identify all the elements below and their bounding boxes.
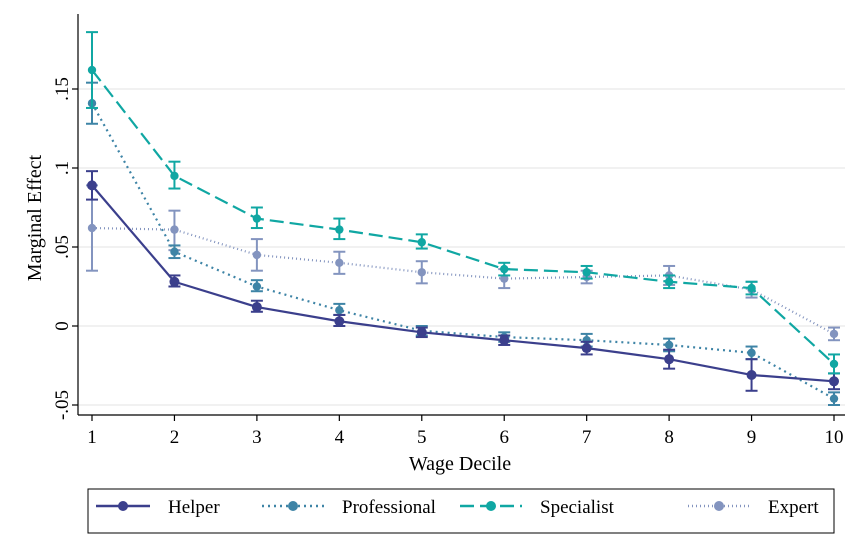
legend-item-helper: Helper xyxy=(96,497,220,518)
data-point xyxy=(416,327,427,338)
data-point xyxy=(170,247,179,256)
data-point xyxy=(334,316,345,327)
legend-label: Specialist xyxy=(540,497,615,518)
y-tick-label: .15 xyxy=(52,77,73,101)
data-point xyxy=(251,302,262,313)
data-point xyxy=(252,214,262,223)
x-tick-label: 5 xyxy=(417,427,427,448)
data-point xyxy=(747,283,756,293)
series-line-specialist xyxy=(91,69,835,365)
legend-swatch-marker xyxy=(118,501,128,511)
legend-swatch-marker xyxy=(714,501,724,511)
x-tick-label: 9 xyxy=(747,427,757,448)
x-tick-label: 2 xyxy=(170,427,180,448)
series-specialist xyxy=(86,31,840,375)
y-tick-label: .05 xyxy=(52,235,73,259)
series-helper xyxy=(86,170,840,392)
data-point xyxy=(829,376,839,387)
gridlines xyxy=(79,88,845,406)
data-point xyxy=(335,225,344,234)
data-point xyxy=(170,171,179,181)
data-point xyxy=(581,343,592,354)
data-point xyxy=(335,306,344,315)
x-tick-label: 4 xyxy=(335,427,345,448)
y-tick-label: -.05 xyxy=(52,390,73,420)
legend-label: Professional xyxy=(342,497,436,518)
data-point xyxy=(829,329,839,339)
data-series xyxy=(86,31,840,406)
data-point xyxy=(87,65,97,75)
x-tick-label: 6 xyxy=(499,427,509,448)
data-point xyxy=(829,359,839,369)
data-point xyxy=(664,354,675,365)
data-point xyxy=(252,250,262,260)
legend-swatch-marker xyxy=(288,501,298,511)
legend-item-specialist: Specialist xyxy=(460,497,615,518)
legend: Helper Professional Specialist Expert xyxy=(96,497,819,518)
legend-box xyxy=(87,488,835,534)
data-point xyxy=(417,238,426,247)
data-point xyxy=(87,180,97,191)
x-tick-label: 3 xyxy=(252,427,262,448)
legend-item-expert: Expert xyxy=(688,497,819,518)
legend-item-professional: Professional xyxy=(262,497,436,518)
data-point xyxy=(500,274,509,283)
x-tick-label: 1 xyxy=(87,427,97,448)
data-point xyxy=(499,335,510,346)
data-point xyxy=(170,225,179,234)
data-point xyxy=(335,258,344,267)
data-point xyxy=(664,340,674,350)
data-point xyxy=(169,276,180,287)
x-axis-title: Wage Decile xyxy=(409,453,511,475)
x-tick-label: 10 xyxy=(825,427,844,448)
series-line-helper xyxy=(91,184,835,383)
y-axis-title: Marginal Effect xyxy=(24,154,46,281)
legend-swatch-marker xyxy=(486,501,496,511)
data-point xyxy=(87,223,97,233)
y-tick-label: .1 xyxy=(52,161,73,175)
data-point xyxy=(747,348,756,358)
y-tick-label: 0 xyxy=(52,321,73,331)
data-point xyxy=(829,394,839,403)
legend-label: Helper xyxy=(168,497,220,518)
data-point xyxy=(746,369,757,380)
y-axis-ticks: -.05 0 .05 .1 .15 xyxy=(52,77,78,420)
x-tick-label: 7 xyxy=(582,427,592,448)
data-point xyxy=(417,268,426,277)
legend-label: Expert xyxy=(768,497,819,518)
x-tick-label: 8 xyxy=(664,427,674,448)
data-point xyxy=(252,282,262,291)
data-point xyxy=(582,268,591,277)
data-point xyxy=(500,264,509,274)
x-axis-ticks: 1 2 3 4 5 6 7 8 9 10 xyxy=(87,415,844,448)
data-point xyxy=(664,277,674,286)
